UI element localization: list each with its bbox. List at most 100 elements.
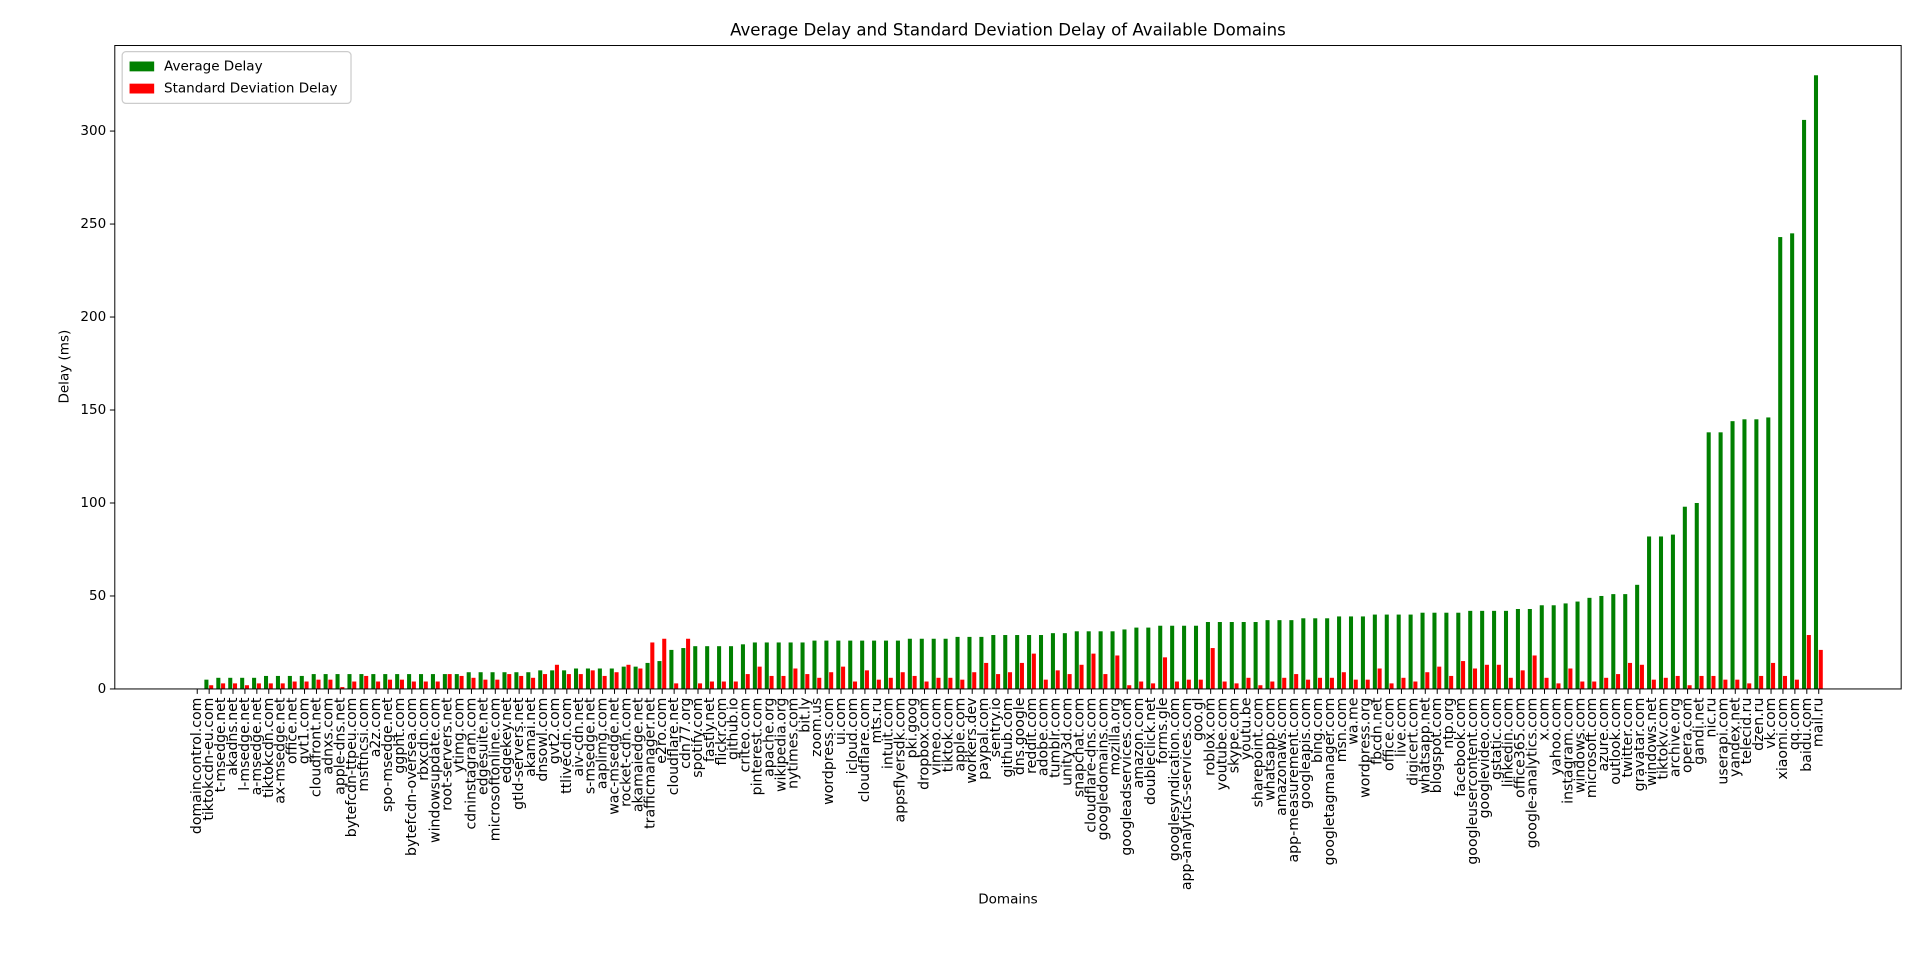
x-tick-label: fbcdn.net: [1370, 697, 1386, 765]
bar: [728, 646, 734, 689]
x-tick-label: forms.gle: [1155, 698, 1171, 764]
x-tick-label: ax-msedge.net: [273, 697, 289, 804]
bar: [1372, 614, 1377, 689]
bar: [1539, 605, 1544, 689]
bar: [1162, 657, 1168, 689]
bar: [1520, 670, 1525, 689]
bar: [1694, 502, 1699, 689]
x-tick-label: googledomains.com: [1095, 698, 1111, 841]
bar: [1360, 616, 1365, 689]
bar: [1329, 677, 1334, 689]
x-tick-label: unity3d.com: [1060, 698, 1076, 786]
bar: [1604, 677, 1609, 689]
bar: [829, 672, 834, 689]
x-tick-label: googletagmanager.com: [1322, 698, 1338, 866]
bar: [454, 674, 459, 689]
x-tick-label: adnxs.com: [320, 698, 336, 775]
bar: [292, 681, 297, 689]
bar: [1730, 421, 1735, 689]
x-tick-label: e2ro.com: [654, 698, 670, 764]
bar: [697, 683, 703, 689]
y-tick-label: 200: [80, 309, 106, 325]
bar: [1670, 534, 1675, 689]
bar: [1134, 627, 1139, 689]
bar: [800, 642, 805, 689]
bar: [1790, 233, 1795, 689]
bar: [888, 677, 893, 689]
bar: [1651, 679, 1656, 689]
bar: [1663, 677, 1668, 689]
bar: [478, 672, 483, 689]
bar: [542, 674, 548, 689]
bar: [1055, 670, 1060, 689]
bar: [1079, 664, 1084, 689]
x-tick-label: akamaiedge.net: [630, 697, 646, 812]
bar: [1718, 432, 1723, 689]
bar: [1515, 608, 1520, 689]
bar: [1139, 681, 1144, 689]
bar: [1019, 662, 1024, 689]
x-tick-label: skype.com: [1227, 698, 1243, 774]
bar: [1782, 675, 1788, 689]
bar: [805, 674, 810, 689]
y-tick-label: 100: [80, 495, 106, 511]
bar: [1503, 610, 1509, 689]
bar: [876, 679, 881, 689]
bar: [1580, 681, 1585, 689]
bar: [1742, 419, 1747, 689]
bar: [979, 636, 984, 689]
bar: [299, 675, 304, 689]
bar: [614, 672, 619, 689]
x-tick-label: twitter.com: [1620, 698, 1636, 778]
bar: [1472, 668, 1478, 689]
bar: [1563, 603, 1568, 689]
bar: [1484, 664, 1489, 689]
x-tick-label: domaincontrol.com: [189, 698, 205, 835]
x-tick-label: app-analytics-services.com: [1179, 698, 1195, 891]
x-tick-label: wikipedia.org: [773, 698, 789, 792]
bar: [883, 640, 889, 689]
bar: [423, 681, 428, 689]
bar: [900, 672, 905, 689]
x-axis-label: Domains: [978, 891, 1038, 907]
bar: [490, 672, 495, 689]
x-tick-label: bing.com: [1310, 698, 1326, 763]
bar: [1675, 675, 1680, 689]
x-tick-label: intuit.com: [881, 698, 897, 770]
bar: [709, 681, 714, 689]
bar: [650, 642, 655, 689]
bar: [602, 675, 607, 689]
x-tick-label: mts.ru: [869, 698, 885, 744]
x-tick-label: yandex.net: [1727, 697, 1743, 777]
bar: [585, 668, 590, 689]
bar: [669, 649, 674, 689]
x-tick-label: wac-msedge.net: [607, 697, 623, 815]
y-tick-label: 150: [80, 402, 106, 418]
bar: [1174, 681, 1179, 689]
bar: [1611, 594, 1616, 689]
bar: [1098, 631, 1103, 689]
bar: [1341, 672, 1346, 689]
bar: [1754, 419, 1759, 689]
x-tick-label: xiaomi.com: [1775, 698, 1791, 780]
bar: [1210, 648, 1215, 689]
x-tick-label: amazonaws.com: [1274, 698, 1290, 816]
x-tick-label: amazon.com: [1131, 698, 1147, 789]
bar: [387, 679, 393, 689]
bar: [1146, 627, 1151, 689]
x-tick-label: gstatic.com: [1489, 698, 1505, 780]
x-tick-label: apple-dns.net: [332, 697, 348, 795]
bar: [931, 638, 936, 689]
bar: [1771, 662, 1776, 689]
x-tick-label: linkedin.com: [1501, 698, 1517, 788]
x-tick-label: icloud.com: [845, 698, 861, 775]
x-tick-label: akadns.net: [225, 697, 241, 776]
x-tick-label: windows.net: [1644, 697, 1660, 786]
bar: [1766, 417, 1771, 689]
bar: [1401, 677, 1406, 689]
bar: [1074, 631, 1079, 689]
bar: [471, 677, 476, 689]
bar: [1759, 675, 1764, 689]
bar: [395, 674, 400, 689]
